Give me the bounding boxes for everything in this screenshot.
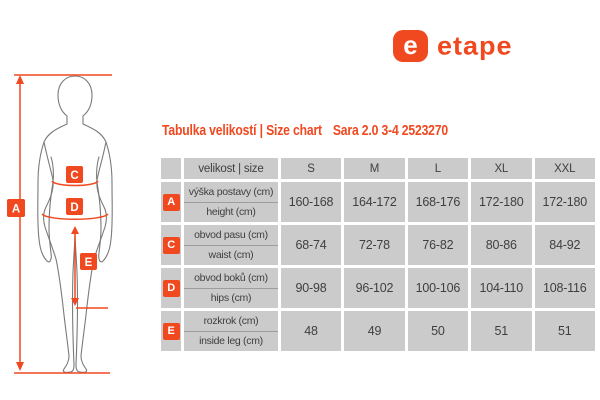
size-col-header-xl: XL — [471, 158, 532, 179]
table-row-hips: D obvod boků (cm) hips (cm) 90-98 96-102… — [161, 268, 595, 308]
value-cell: 164-172 — [344, 182, 405, 222]
inside-leg-arrowhead-top — [71, 226, 79, 234]
height-arrowhead-bottom — [16, 362, 24, 371]
row-marker-d: D — [162, 279, 180, 297]
header-corner-cell — [161, 158, 182, 179]
row-label-cz: výška postavy (cm) — [184, 183, 278, 203]
etape-logo: e etape — [393, 30, 513, 62]
row-label-en: height (cm) — [206, 205, 256, 218]
value-cell: 80-86 — [471, 225, 532, 265]
value-cell: 100-106 — [407, 268, 469, 308]
header-label-cell: velikost | size — [184, 158, 278, 179]
table-row-waist: C obvod pasu (cm) waist (cm) 68-74 72-78… — [161, 225, 595, 265]
value-cell: 72-78 — [344, 225, 405, 265]
value-cell: 104-110 — [471, 268, 532, 308]
waist-measure-arc — [51, 180, 99, 187]
marker-a-label: A — [12, 204, 20, 216]
marker-a-badge — [7, 199, 25, 217]
row-marker-c: C — [162, 236, 180, 254]
row-label-cell: obvod boků (cm) hips (cm) — [184, 268, 278, 308]
size-table-header-row: velikost | size S M L XL XXL — [161, 158, 595, 179]
value-cell: 160-168 — [280, 182, 342, 222]
etape-logo-icon: e — [393, 30, 428, 62]
row-label-cz: obvod boků (cm) — [184, 269, 278, 289]
marker-d-label: D — [70, 202, 78, 214]
value-cell: 76-82 — [407, 225, 469, 265]
value-cell: 168-176 — [407, 182, 469, 222]
size-col-header-m: M — [344, 158, 405, 179]
marker-d-badge — [66, 198, 83, 215]
size-col-header-xxl: XXL — [534, 158, 595, 179]
value-cell: 172-180 — [534, 182, 595, 222]
marker-c-badge — [66, 166, 83, 183]
table-row-height: A výška postavy (cm) height (cm) 160-168… — [161, 182, 595, 222]
value-cell: 51 — [534, 311, 595, 351]
height-arrowhead-top — [16, 75, 24, 84]
value-cell: 49 — [344, 311, 405, 351]
size-table: velikost | size S M L XL XXL A výška pos… — [158, 155, 598, 354]
row-label-en: waist (cm) — [208, 248, 254, 261]
row-marker-cell: E — [161, 311, 182, 351]
row-marker-e: E — [162, 322, 180, 340]
marker-c-label: C — [70, 170, 78, 182]
value-cell: 84-92 — [534, 225, 595, 265]
size-col-header-l: L — [407, 158, 469, 179]
table-row-inside-leg: E rozkrok (cm) inside leg (cm) 48 49 50 … — [161, 311, 595, 351]
logo-letter: e — [403, 29, 418, 60]
hips-measure-arc — [41, 213, 109, 220]
inside-leg-arrowhead-bottom — [71, 298, 79, 306]
row-marker-cell: D — [161, 268, 182, 308]
value-cell: 96-102 — [344, 268, 405, 308]
row-marker-cell: A — [161, 182, 182, 222]
female-silhouette — [37, 75, 113, 373]
brand-name: etape — [437, 31, 513, 60]
marker-e-badge — [80, 253, 97, 270]
row-label-cz: rozkrok (cm) — [184, 312, 278, 332]
size-col-header-s: S — [280, 158, 342, 179]
title-product-name: Sara 2.0 3-4 2523270 — [332, 123, 449, 139]
row-label-cell: obvod pasu (cm) waist (cm) — [184, 225, 278, 265]
value-cell: 90-98 — [280, 268, 342, 308]
value-cell: 172-180 — [471, 182, 532, 222]
value-cell: 48 — [280, 311, 342, 351]
title-size-chart: Tabulka velikostí | Size chart — [162, 123, 322, 139]
value-cell: 108-116 — [534, 268, 595, 308]
row-label-cell: výška postavy (cm) height (cm) — [184, 182, 278, 222]
row-marker-a: A — [162, 193, 180, 211]
value-cell: 50 — [407, 311, 469, 351]
value-cell: 68-74 — [280, 225, 342, 265]
row-marker-cell: C — [161, 225, 182, 265]
row-label-cell: rozkrok (cm) inside leg (cm) — [184, 311, 278, 351]
marker-e-label: E — [85, 257, 93, 269]
size-table-container: velikost | size S M L XL XXL A výška pos… — [158, 155, 598, 354]
row-label-en: inside leg (cm) — [199, 334, 263, 347]
body-measurement-diagram: A C D E — [7, 74, 113, 374]
page-title: Tabulka velikostí | Size chart Sara 2.0 3… — [162, 123, 448, 139]
value-cell: 51 — [471, 311, 532, 351]
row-label-cz: obvod pasu (cm) — [184, 226, 278, 246]
row-label-en: hips (cm) — [210, 291, 252, 304]
